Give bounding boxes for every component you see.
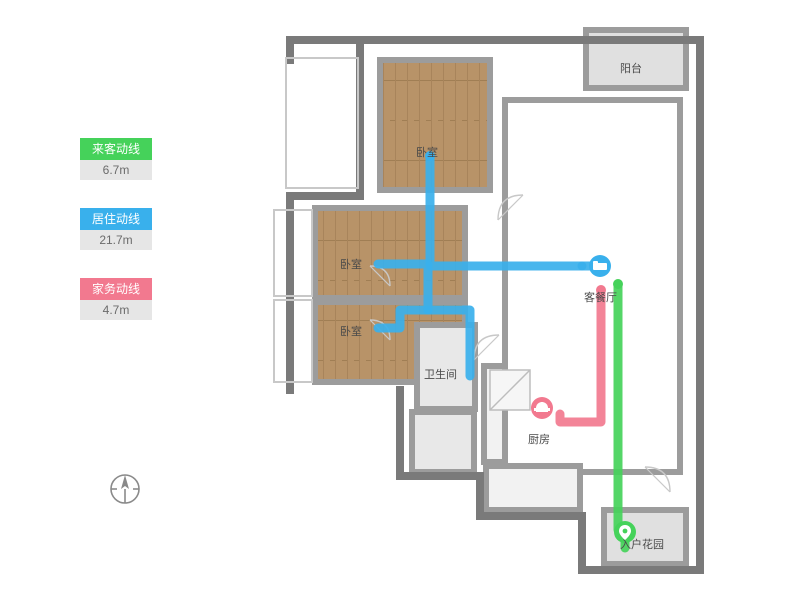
- bed-icon: [589, 255, 611, 277]
- room-label-kitchen: 厨房: [528, 431, 550, 447]
- legend-guest-value: 6.7m: [80, 160, 152, 180]
- legend: 来客动线 6.7m 居住动线 21.7m 家务动线 4.7m: [80, 138, 152, 348]
- legend-item-living: 居住动线 21.7m: [80, 208, 152, 250]
- legend-living-label: 居住动线: [80, 208, 152, 230]
- legend-item-house: 家务动线 4.7m: [80, 278, 152, 320]
- room-label-bedroom2: 卧室: [340, 256, 362, 272]
- room-label-bathroom: 卫生间: [424, 366, 457, 382]
- room-hall2: [486, 466, 580, 510]
- room-label-entry_garden: 入户花园: [620, 536, 664, 552]
- legend-living-value: 21.7m: [80, 230, 152, 250]
- compass-icon: [108, 472, 142, 506]
- legend-house-value: 4.7m: [80, 300, 152, 320]
- legend-guest-label: 来客动线: [80, 138, 152, 160]
- legend-house-label: 家务动线: [80, 278, 152, 300]
- room-label-bedroom3: 卧室: [340, 323, 362, 339]
- rooms-group: [315, 30, 686, 564]
- room-label-balcony: 阳台: [620, 60, 642, 76]
- room-closet: [412, 412, 474, 472]
- legend-item-guest: 来客动线 6.7m: [80, 138, 152, 180]
- room-living: [505, 100, 680, 472]
- room-label-living: 客餐厅: [584, 289, 617, 305]
- room-bedroom1: [380, 60, 490, 190]
- pot-icon: [531, 397, 553, 419]
- guest-path-node: [613, 279, 623, 289]
- room-label-bedroom1: 卧室: [416, 144, 438, 160]
